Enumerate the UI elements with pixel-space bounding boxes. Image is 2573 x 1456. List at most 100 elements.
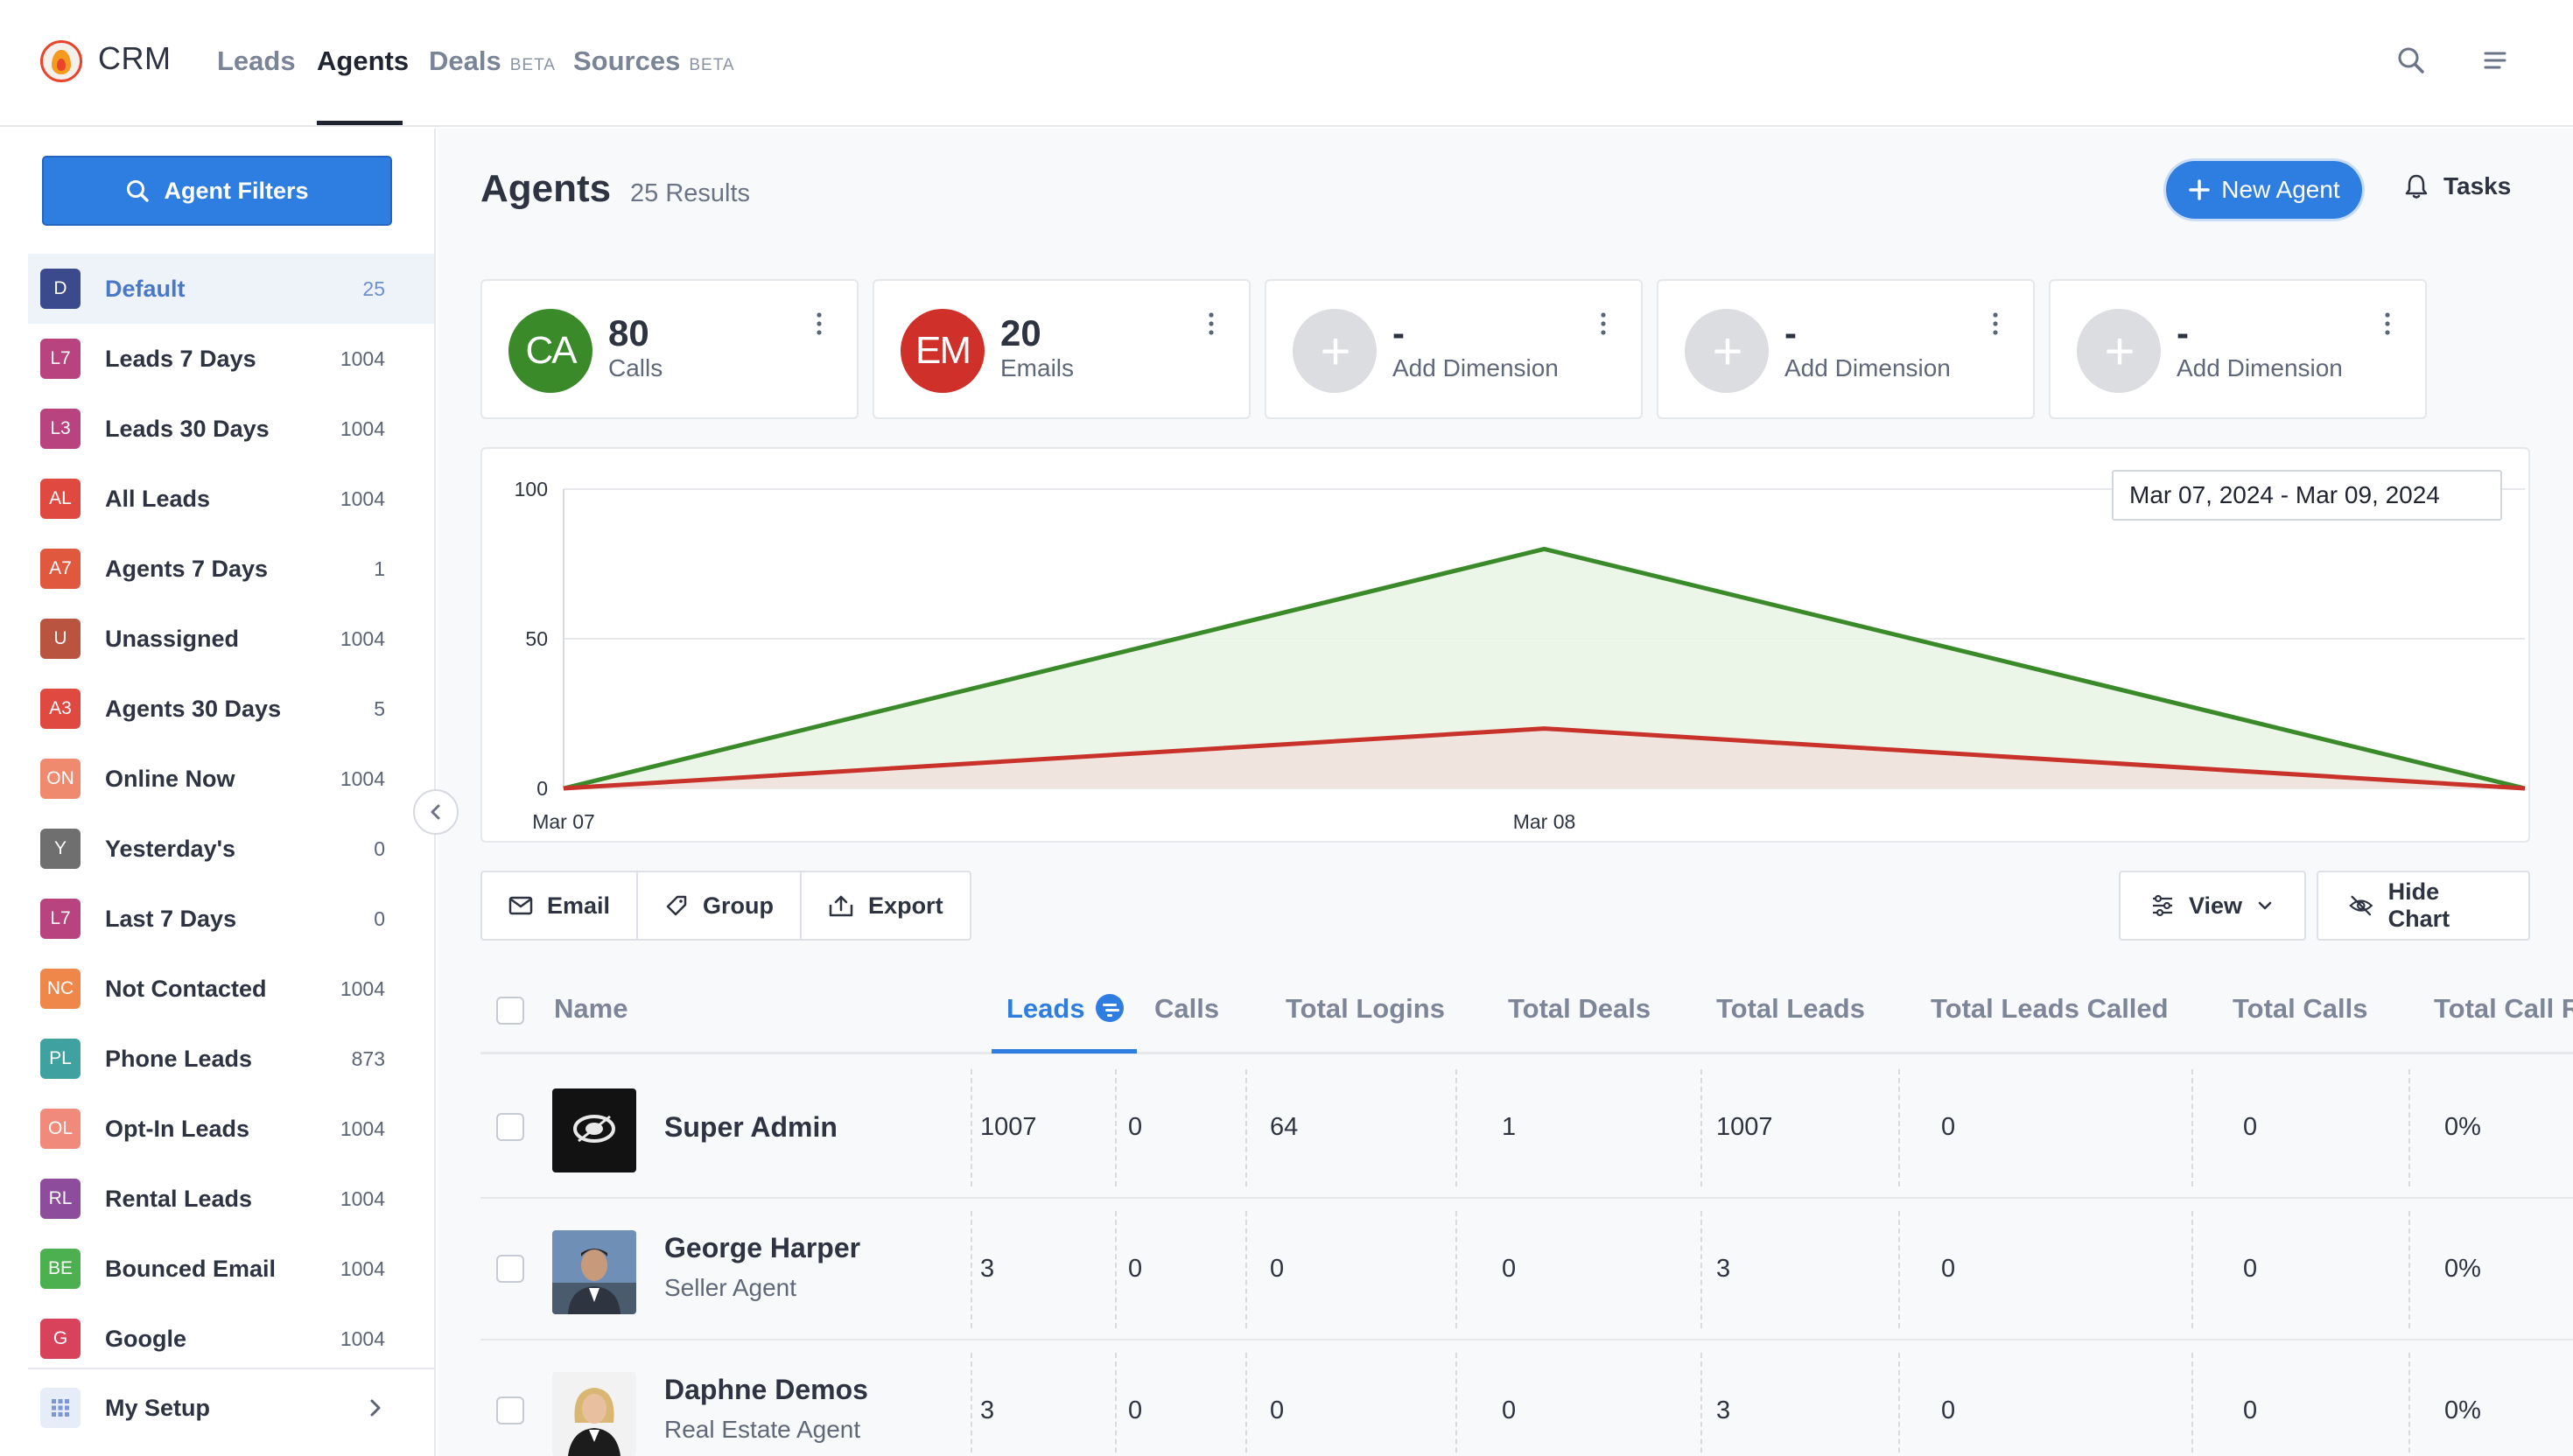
- sidebar-item-not-contacted[interactable]: NC Not Contacted 1004: [28, 954, 434, 1024]
- sidebar-item-phone-leads[interactable]: PL Phone Leads 873: [28, 1024, 434, 1094]
- sidebar-item-label: Phone Leads: [105, 1045, 253, 1072]
- sidebar-item-all-leads[interactable]: AL All Leads 1004: [28, 464, 434, 534]
- column-label: Total Leads Called: [1931, 993, 2169, 1024]
- sidebar-item-count: 1004: [340, 1116, 385, 1140]
- nav-deals[interactable]: Deals BETA: [429, 46, 556, 77]
- column-header-total-calls[interactable]: Total Calls: [2233, 993, 2367, 1025]
- sidebar-item-online-now[interactable]: ON Online Now 1004: [28, 744, 434, 814]
- row-checkbox[interactable]: [496, 1255, 524, 1283]
- column-header-total-leads-called[interactable]: Total Leads Called: [1931, 993, 2169, 1025]
- cell-divider: [2408, 1211, 2410, 1328]
- table-cell: 0: [2243, 1255, 2258, 1283]
- cell-divider: [1245, 1353, 1247, 1456]
- nav-sources[interactable]: Sources BETA: [573, 46, 735, 77]
- email-button[interactable]: Email: [482, 872, 639, 939]
- table-cell: 0%: [2444, 1396, 2481, 1424]
- sort-icon[interactable]: [1095, 994, 1124, 1022]
- table-cell: 0: [1128, 1113, 1143, 1141]
- hide-chart-label: Hide Chart: [2387, 878, 2450, 932]
- sidebar-item-agents-7-days[interactable]: A7 Agents 7 Days 1: [28, 534, 434, 604]
- nav-agents[interactable]: Agents: [317, 46, 409, 77]
- add-dimension-card[interactable]: + - Add Dimension: [2049, 279, 2427, 419]
- metric-avatar: CA: [508, 309, 592, 393]
- sidebar-item-leads-30-days[interactable]: L3 Leads 30 Days 1004: [28, 394, 434, 464]
- sidebar-item-label: Opt-In Leads: [105, 1115, 250, 1142]
- sidebar-item-last-7-days[interactable]: L7 Last 7 Days 0: [28, 884, 434, 954]
- sidebar-item-count: 1: [374, 556, 385, 580]
- group-button[interactable]: Group: [638, 872, 803, 939]
- plus-icon: +: [1293, 309, 1377, 393]
- eye-off-icon: [2349, 895, 2373, 916]
- grid-icon: [40, 1388, 81, 1428]
- more-options-icon[interactable]: [1993, 312, 1998, 335]
- cell-divider: [1115, 1353, 1117, 1456]
- hamburger-menu-icon[interactable]: [2480, 46, 2510, 75]
- table-cell: 1: [1502, 1113, 1517, 1141]
- hide-chart-button[interactable]: Hide Chart: [2317, 871, 2530, 941]
- y-tick-label: 0: [536, 777, 548, 800]
- column-header-total-logins[interactable]: Total Logins: [1286, 993, 1445, 1025]
- row-checkbox[interactable]: [496, 1396, 524, 1424]
- add-dimension-card[interactable]: + - Add Dimension: [1265, 279, 1643, 419]
- sidebar-item-count: 1004: [340, 346, 385, 370]
- sidebar-item-opt-in-leads[interactable]: OL Opt-In Leads 1004: [28, 1094, 434, 1164]
- add-dimension-card[interactable]: + - Add Dimension: [1657, 279, 2035, 419]
- my-setup-item[interactable]: My Setup: [28, 1368, 434, 1446]
- sidebar-item-label: Online Now: [105, 765, 235, 792]
- app-title[interactable]: CRM: [98, 40, 172, 76]
- beta-badge: BETA: [689, 56, 735, 74]
- select-all-checkbox[interactable]: [496, 997, 524, 1025]
- more-options-icon[interactable]: [1209, 312, 1214, 335]
- filter-badge: A7: [40, 549, 81, 589]
- metric-card-emails[interactable]: EM 20 Emails: [873, 279, 1251, 419]
- table-cell: 64: [1270, 1113, 1299, 1141]
- table-row[interactable]: Super Admin 1007 0 64 1 1007 0 0 0%: [480, 1057, 2573, 1199]
- table-row[interactable]: Daphne Demos Real Estate Agent 3 0 0 0 3 0 0 0%: [480, 1340, 2573, 1456]
- more-options-icon[interactable]: [2385, 312, 2390, 335]
- column-label: Calls: [1154, 993, 1220, 1024]
- flame-logo-icon[interactable]: [40, 40, 82, 82]
- sidebar-item-unassigned[interactable]: U Unassigned 1004: [28, 604, 434, 674]
- sidebar-item-yesterday-s[interactable]: Y Yesterday's 0: [28, 814, 434, 884]
- search-icon[interactable]: [2396, 46, 2426, 75]
- column-header-total-deals[interactable]: Total Deals: [1508, 993, 1651, 1025]
- plus-icon: +: [2077, 309, 2161, 393]
- more-options-icon[interactable]: [817, 312, 822, 335]
- table-cell: 3: [1716, 1396, 1731, 1424]
- metric-card-calls[interactable]: CA 80 Calls: [480, 279, 859, 419]
- table-row[interactable]: George Harper Seller Agent 3 0 0 0 3 0 0 0%: [480, 1199, 2573, 1340]
- agent-name[interactable]: Super Admin: [664, 1111, 838, 1143]
- column-header-calls[interactable]: Calls: [1154, 993, 1219, 1025]
- view-dropdown[interactable]: View: [2119, 871, 2306, 941]
- sidebar-item-bounced-email[interactable]: BE Bounced Email 1004: [28, 1234, 434, 1304]
- agent-name[interactable]: George Harper: [664, 1232, 861, 1264]
- date-range-value: Mar 07, 2024 - Mar 09, 2024: [2129, 481, 2440, 508]
- new-agent-button[interactable]: New Agent: [2166, 161, 2362, 219]
- more-options-icon[interactable]: [1601, 312, 1606, 335]
- date-range-picker[interactable]: Mar 07, 2024 - Mar 09, 2024: [2112, 470, 2502, 521]
- sidebar-item-rental-leads[interactable]: RL Rental Leads 1004: [28, 1164, 434, 1234]
- sidebar-item-default[interactable]: D Default 25: [28, 254, 434, 324]
- top-nav: CRM Leads Agents Deals BETA Sources BETA: [0, 0, 2573, 127]
- filter-badge: A3: [40, 689, 81, 729]
- table-cell: 0: [2243, 1396, 2258, 1424]
- column-header-total-leads[interactable]: Total Leads: [1716, 993, 1865, 1025]
- cell-divider: [1455, 1211, 1457, 1328]
- x-tick-label: Mar 08: [1513, 810, 1576, 833]
- column-header-total-call-rate[interactable]: Total Call R: [2434, 993, 2573, 1025]
- column-header-leads[interactable]: Leads: [1006, 993, 1124, 1025]
- sidebar-item-google[interactable]: G Google 1004: [28, 1304, 434, 1374]
- sidebar-item-count: 1004: [340, 626, 385, 650]
- tasks-button[interactable]: Tasks: [2405, 172, 2511, 200]
- cell-divider: [1245, 1211, 1247, 1328]
- sidebar-item-agents-30-days[interactable]: A3 Agents 30 Days 5: [28, 674, 434, 744]
- sidebar-item-leads-7-days[interactable]: L7 Leads 7 Days 1004: [28, 324, 434, 394]
- column-header-name[interactable]: Name: [554, 993, 627, 1025]
- cell-divider: [971, 1353, 972, 1456]
- export-button[interactable]: Export: [802, 872, 970, 939]
- agent-name[interactable]: Daphne Demos: [664, 1374, 868, 1405]
- collapse-sidebar-button[interactable]: [413, 789, 459, 835]
- agent-filters-button[interactable]: Agent Filters: [42, 156, 392, 226]
- row-checkbox[interactable]: [496, 1113, 524, 1141]
- nav-leads[interactable]: Leads: [217, 46, 296, 77]
